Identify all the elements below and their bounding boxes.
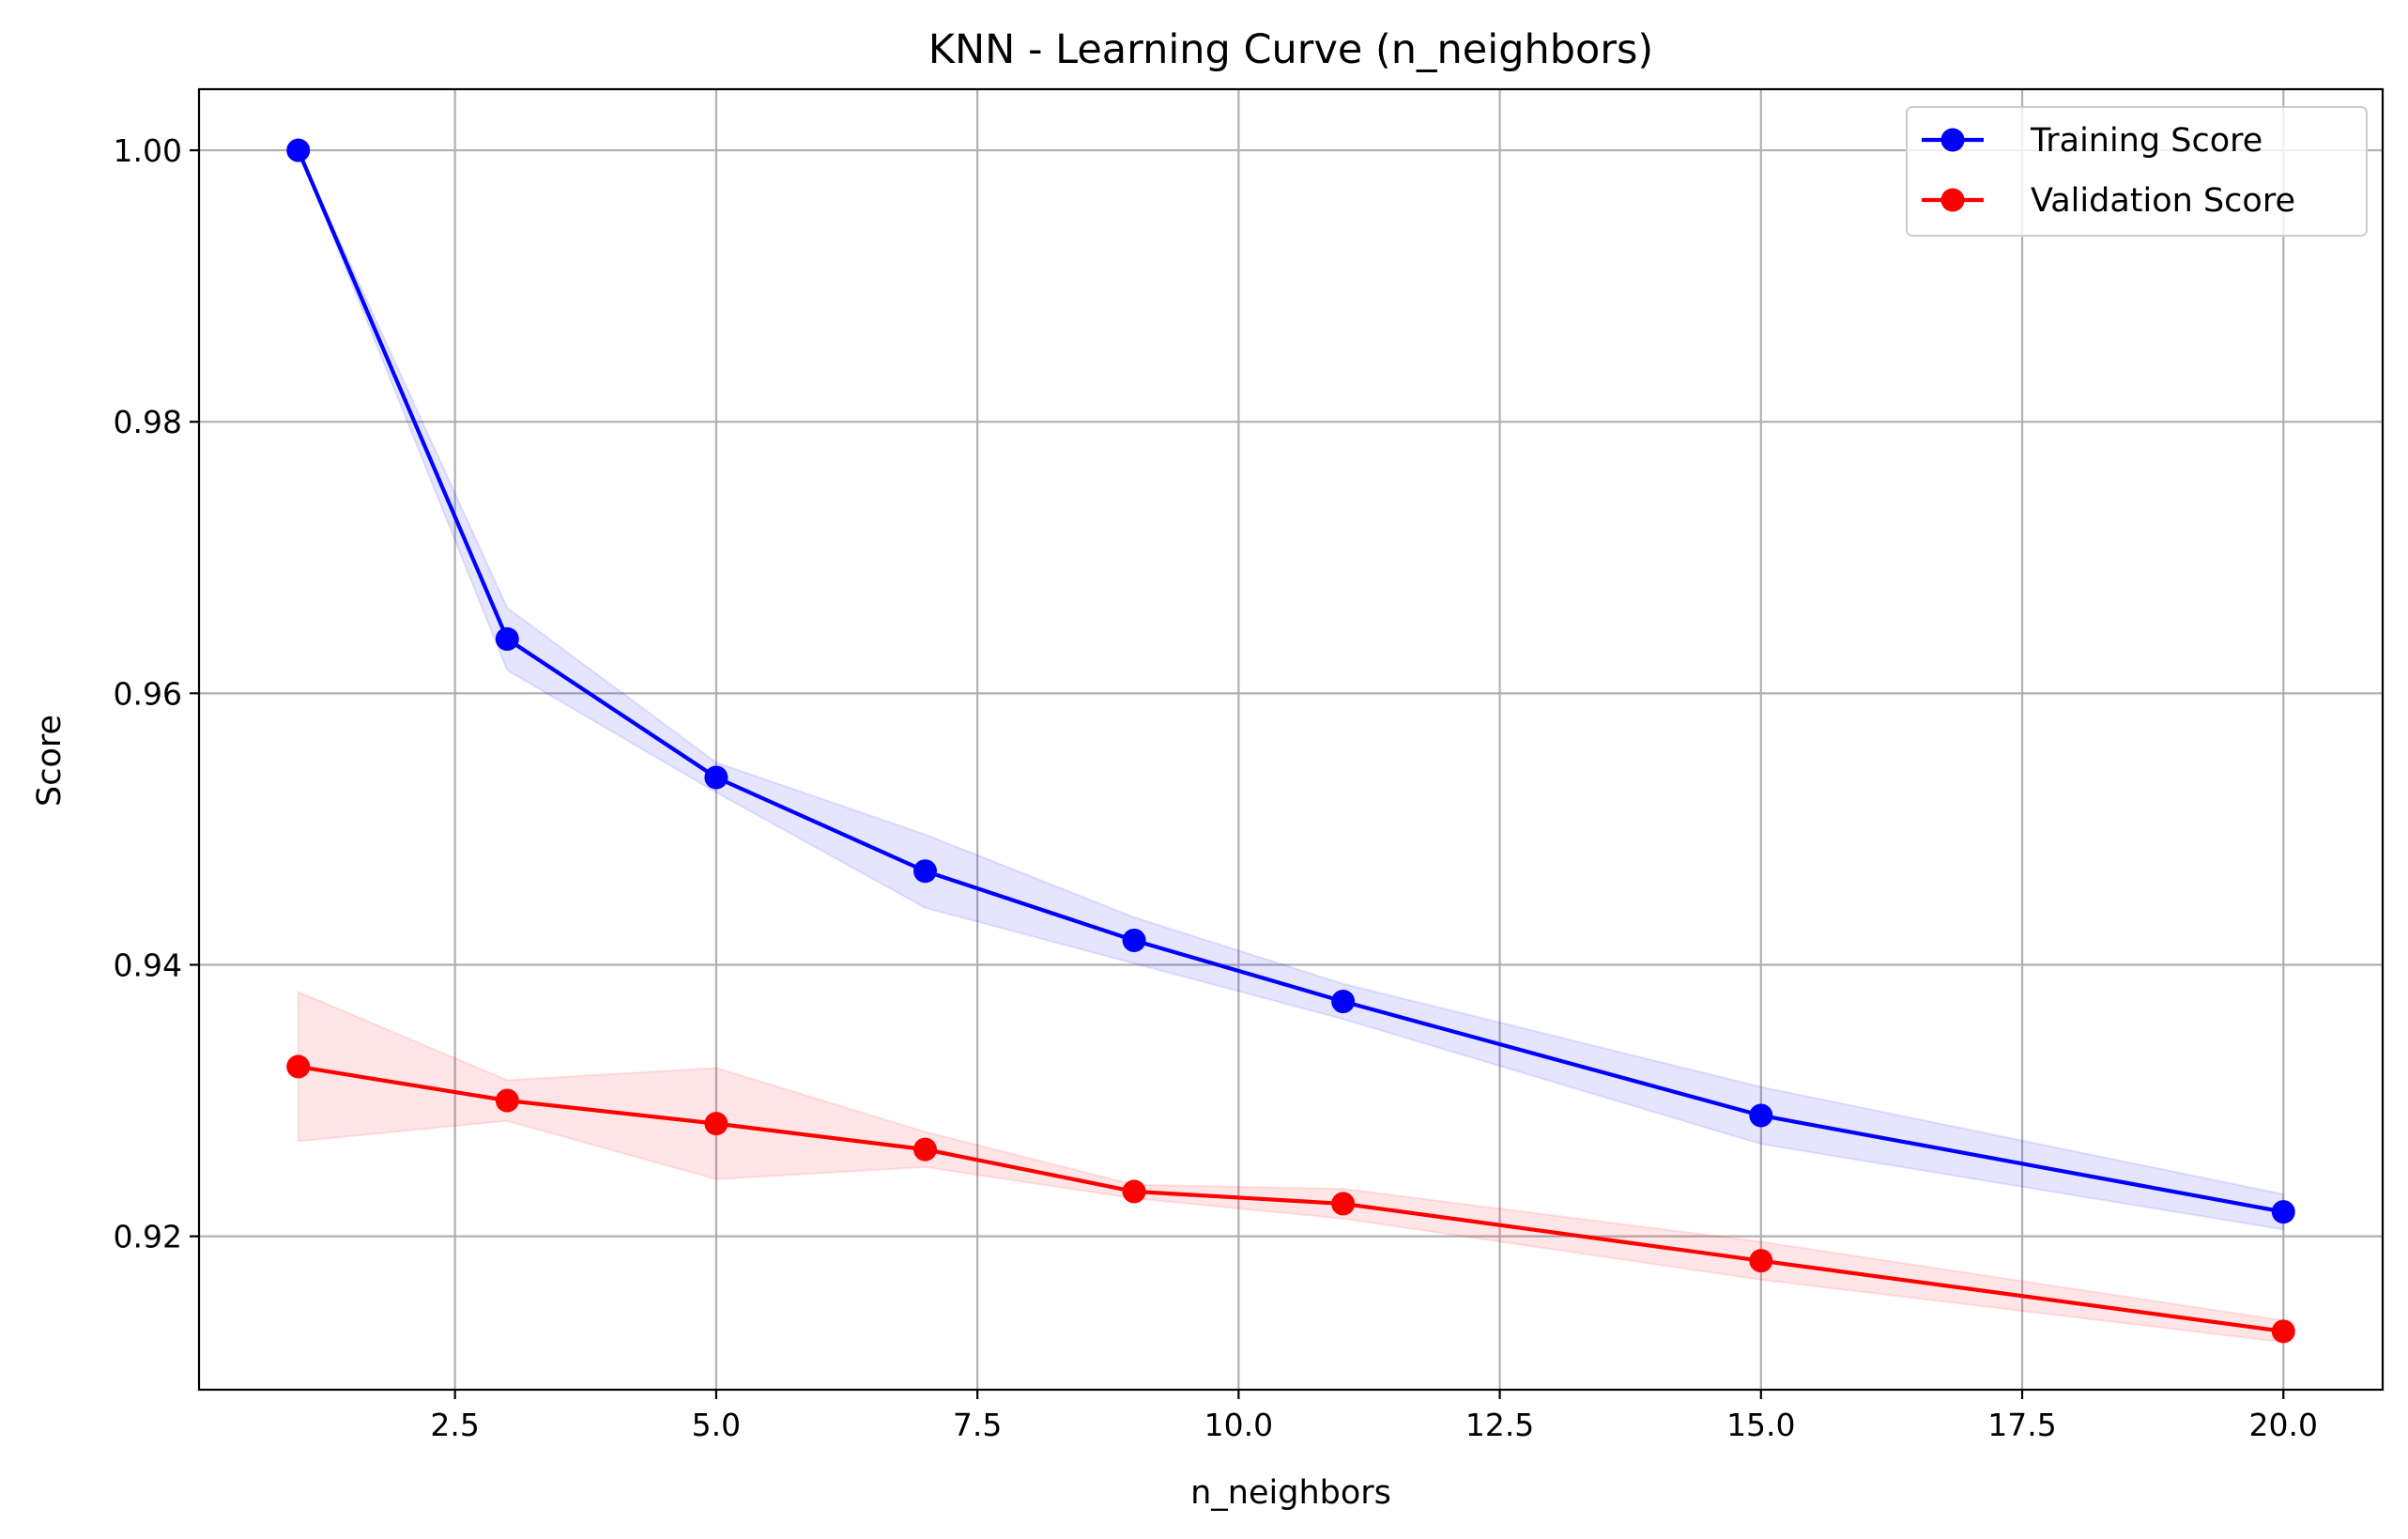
confidence-band <box>297 149 2285 1231</box>
confidence-bands <box>297 149 2285 1344</box>
data-point <box>286 1054 311 1079</box>
legend-marker <box>1940 128 1965 152</box>
x-tick-label: 20.0 <box>2249 1407 2318 1443</box>
chart-title: KNN - Learning Curve (n_neighbors) <box>928 26 1653 73</box>
y-axis-label: Score <box>31 715 69 807</box>
data-point <box>704 765 729 790</box>
data-point <box>704 1112 729 1136</box>
y-tick-label: 0.94 <box>114 946 182 983</box>
data-point <box>2271 1319 2295 1344</box>
x-tick-label: 17.5 <box>1987 1407 2056 1443</box>
legend-label: Training Score <box>2030 122 2262 160</box>
x-tick-label: 2.5 <box>430 1407 479 1443</box>
x-tick-label: 10.0 <box>1204 1407 1273 1443</box>
data-point <box>1749 1103 1773 1128</box>
x-tick-label: 15.0 <box>1726 1407 1795 1443</box>
data-point <box>1122 928 1146 952</box>
data-point <box>1331 1192 1356 1216</box>
y-tick-label: 0.96 <box>114 675 182 712</box>
legend-label: Validation Score <box>2031 182 2295 220</box>
x-tick-label: 5.0 <box>692 1407 741 1443</box>
series-lines <box>286 138 2295 1344</box>
legend: Training Score Validation Score <box>1906 106 2368 237</box>
data-point <box>913 1137 937 1162</box>
data-point <box>495 627 519 652</box>
series-line <box>298 1064 2284 1333</box>
data-point <box>1122 1179 1146 1204</box>
legend-marker <box>1940 188 1965 212</box>
data-point <box>1331 990 1356 1014</box>
y-tick-label: 0.92 <box>114 1219 182 1255</box>
data-point <box>286 138 311 162</box>
series-line <box>296 149 2284 1214</box>
plot-frame <box>197 87 2385 1392</box>
axis-ticks: 2.5 5.0 7.5 10.0 12.5 15.0 17.5 20.0 0.92 0.94 0.9… <box>114 132 2318 1443</box>
data-point <box>495 1088 519 1113</box>
data-point <box>1749 1249 1773 1273</box>
x-tick-label: 7.5 <box>953 1407 1002 1443</box>
data-point <box>913 859 937 884</box>
y-tick-label: 0.98 <box>114 404 182 440</box>
data-point <box>2271 1200 2295 1224</box>
legend-box <box>1906 106 2368 237</box>
x-tick-label: 12.5 <box>1465 1407 1534 1443</box>
x-axis-label: n_neighbors <box>1190 1474 1391 1512</box>
y-tick-label: 1.00 <box>114 132 182 169</box>
